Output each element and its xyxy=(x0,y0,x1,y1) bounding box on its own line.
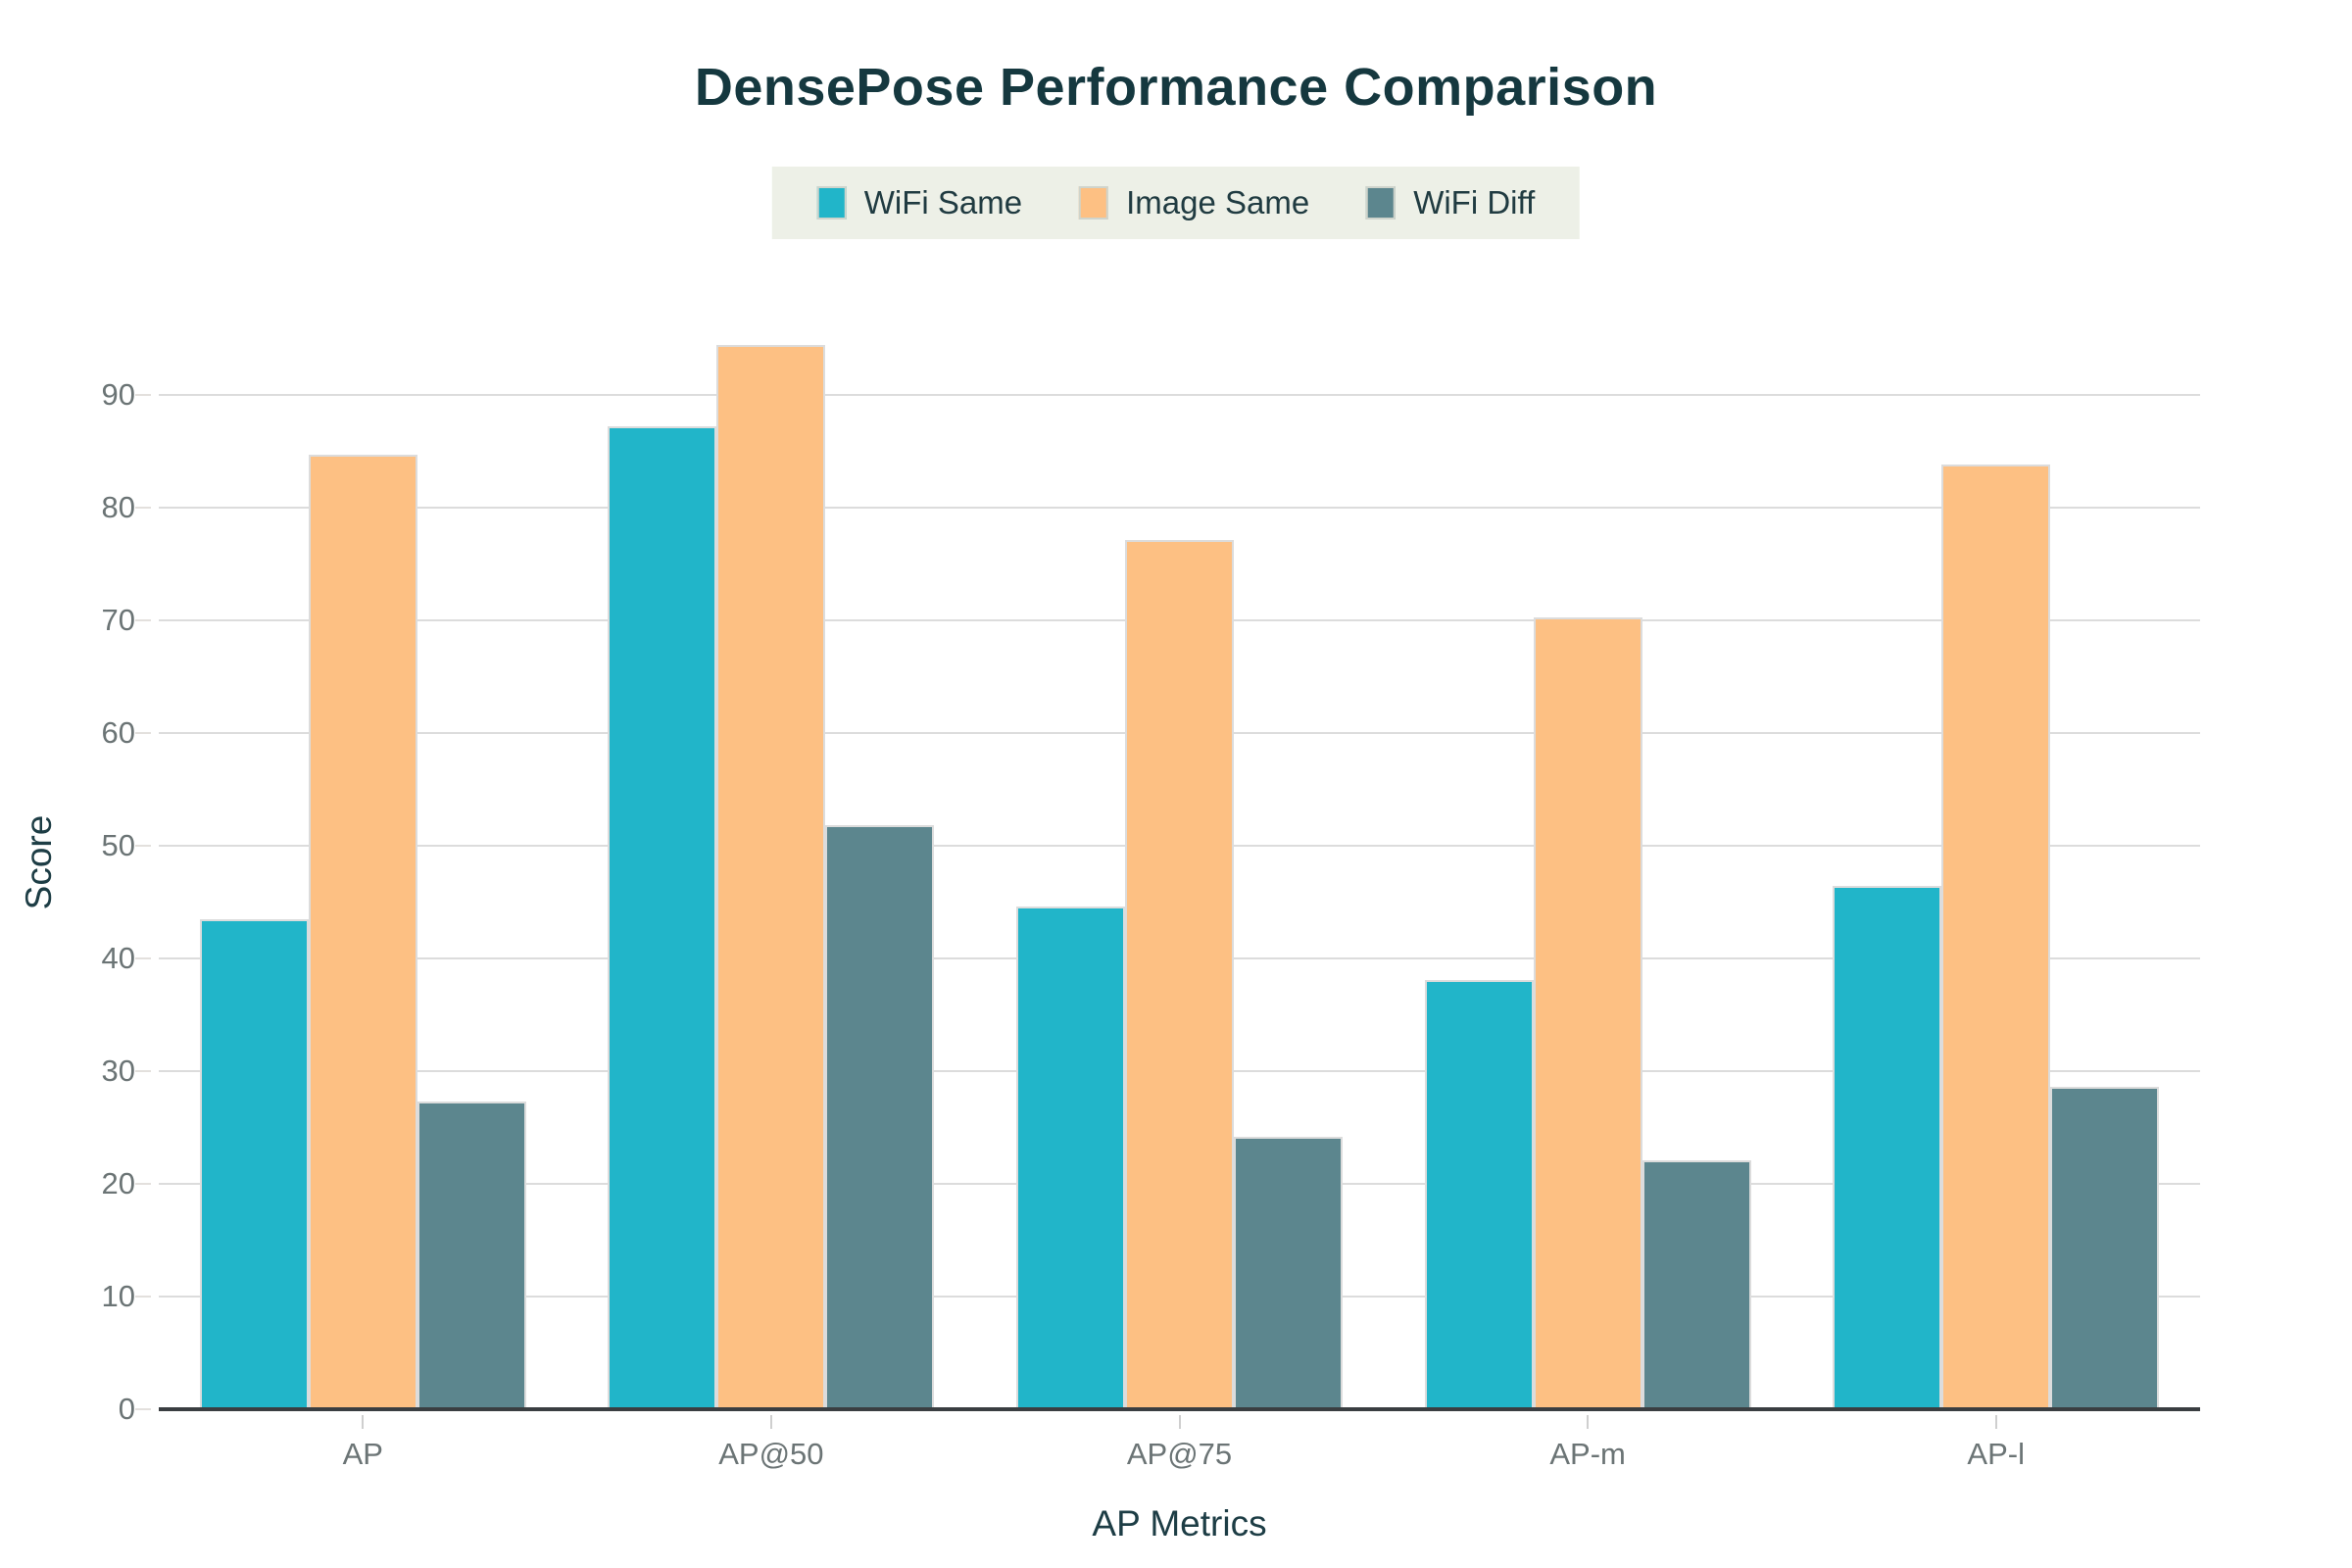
y-tick-label: 60 xyxy=(101,715,135,750)
x-tick-label: AP xyxy=(342,1437,383,1471)
x-tick-mark xyxy=(362,1415,365,1429)
bar-wifi-diff-ap xyxy=(416,1102,526,1409)
bar-image-same-ap xyxy=(308,454,417,1409)
x-axis: AP AP@50 AP@75 AP-m AP-l xyxy=(159,1409,2200,1527)
bar-wifi-diff-ap-m xyxy=(1642,1159,1751,1409)
x-tick-label: AP@75 xyxy=(1126,1437,1233,1471)
y-tick-mark xyxy=(135,507,151,509)
bar-group-ap-m xyxy=(1384,333,1792,1409)
wifi-same-swatch-icon xyxy=(816,186,847,220)
bar-wifi-same-ap-m xyxy=(1424,979,1534,1409)
y-tick-label: 20 xyxy=(101,1166,135,1200)
x-tick-mark xyxy=(1994,1415,1997,1429)
y-tick-label: 0 xyxy=(118,1392,135,1426)
legend-label: WiFi Diff xyxy=(1413,184,1536,220)
bar-wifi-same-ap@50 xyxy=(608,426,717,1409)
bar-image-same-ap@75 xyxy=(1124,540,1234,1409)
legend-label: WiFi Same xyxy=(863,184,1023,220)
bar-group-ap xyxy=(159,333,567,1409)
bar-wifi-same-ap-l xyxy=(1833,886,1942,1409)
bars xyxy=(159,333,2200,1409)
bar-wifi-same-ap@75 xyxy=(1015,906,1125,1409)
y-tick-mark xyxy=(135,732,151,734)
x-axis-line xyxy=(159,1407,2200,1411)
bar-wifi-diff-ap@75 xyxy=(1233,1136,1343,1409)
x-tick-label: AP@50 xyxy=(718,1437,824,1471)
x-tick-mark xyxy=(769,1415,772,1429)
legend-label: Image Same xyxy=(1126,184,1310,220)
bar-image-same-ap-m xyxy=(1533,616,1642,1409)
plot-area xyxy=(135,333,2200,1411)
y-tick-mark xyxy=(135,1408,151,1410)
legend-item-wifi-diff: WiFi Diff xyxy=(1366,184,1535,221)
y-tick-label: 50 xyxy=(101,828,135,862)
x-tick-mark xyxy=(1587,1415,1590,1429)
image-same-swatch-icon xyxy=(1079,186,1109,220)
bar-wifi-same-ap xyxy=(199,918,309,1409)
x-tick-label: AP-m xyxy=(1549,1437,1626,1471)
y-tick-mark xyxy=(135,957,151,959)
y-tick-mark xyxy=(135,1070,151,1072)
chart-title: DensePose Performance Comparison xyxy=(694,58,1658,117)
y-tick-label: 80 xyxy=(101,490,135,524)
bar-group-ap@50 xyxy=(567,333,976,1409)
x-axis-title: AP Metrics xyxy=(1092,1503,1267,1544)
bar-wifi-diff-ap-l xyxy=(2050,1087,2160,1409)
bar-image-same-ap@50 xyxy=(716,345,826,1409)
y-tick-label: 30 xyxy=(101,1054,135,1088)
y-tick-mark xyxy=(135,1296,151,1298)
y-tick-label: 10 xyxy=(101,1279,135,1313)
bar-group-ap-l xyxy=(1791,333,2200,1409)
x-tick-label: AP-l xyxy=(1967,1437,2025,1471)
legend-item-image-same: Image Same xyxy=(1079,184,1309,221)
legend: WiFi Same Image Same WiFi Diff xyxy=(771,167,1581,239)
bar-group-ap@75 xyxy=(975,333,1384,1409)
y-tick-label: 40 xyxy=(101,941,135,975)
bar-wifi-diff-ap@50 xyxy=(825,825,935,1409)
y-tick-mark xyxy=(135,619,151,621)
y-tick-mark xyxy=(135,845,151,847)
x-tick-mark xyxy=(1178,1415,1181,1429)
wifi-diff-swatch-icon xyxy=(1366,186,1396,220)
bar-image-same-ap-l xyxy=(1941,465,2051,1409)
y-tick-mark xyxy=(135,1183,151,1185)
gridline-80 xyxy=(159,507,2200,509)
y-axis: 0 10 20 30 40 50 60 70 80 90 xyxy=(0,333,135,1426)
gridline-90 xyxy=(159,394,2200,396)
y-tick-label: 70 xyxy=(101,603,135,637)
y-tick-label: 90 xyxy=(101,377,135,412)
legend-item-wifi-same: WiFi Same xyxy=(816,184,1023,221)
y-tick-mark xyxy=(135,394,151,396)
